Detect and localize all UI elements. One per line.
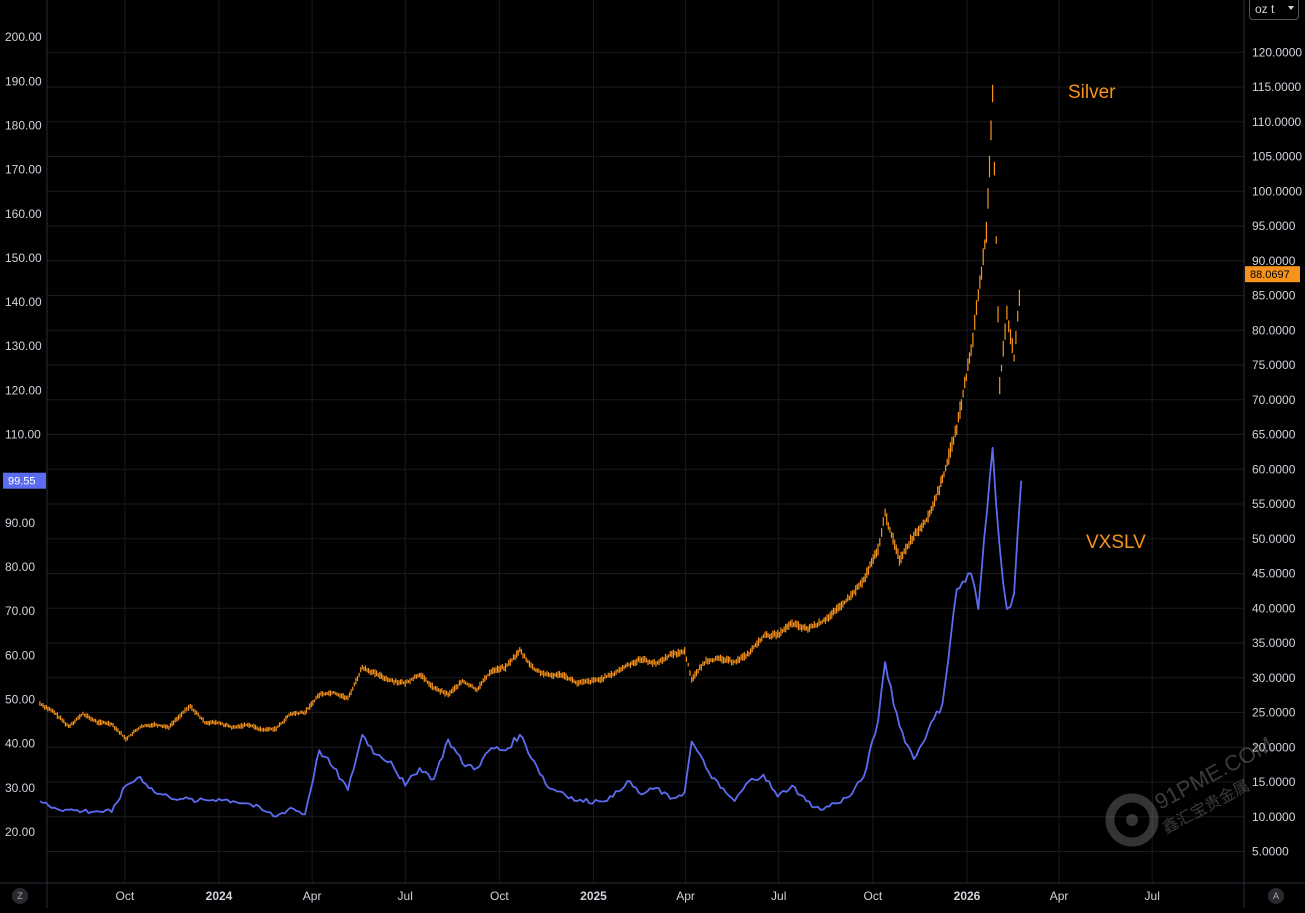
time-axis-tick-label: 2026 [954, 889, 981, 903]
time-axis-tick-label: Apr [303, 889, 322, 903]
time-axis-tick-label: Jul [771, 889, 786, 903]
left-axis-tick-label: 60.00 [5, 648, 35, 662]
time-axis-tick-label: Jul [1145, 889, 1160, 903]
silver-last-price-text: 88.0697 [1250, 269, 1290, 281]
left-axis-tick-label: 150.00 [5, 251, 42, 265]
vxslv-line [39, 446, 1023, 818]
silver-last-price-badge [1245, 266, 1300, 283]
right-axis-tick-label: 80.0000 [1252, 323, 1296, 337]
right-axis-tick-label: 115.0000 [1252, 80, 1301, 94]
right-axis-tick-label: 85.0000 [1252, 289, 1296, 303]
left-axis-tick-label: 140.00 [5, 295, 42, 309]
left-axis-tick-label: 110.00 [5, 428, 41, 442]
left-axis-tick-label: 180.00 [5, 118, 42, 132]
right-axis-tick-label: 5.0000 [1252, 845, 1289, 859]
silver-price-bars [39, 84, 1020, 742]
right-axis-tick-label: 35.0000 [1252, 636, 1296, 650]
time-axis[interactable]: Oct 2024 Apr Jul Oct 2025 Apr Jul Oct 2026 Apr Jul [116, 889, 1160, 903]
vxslv-label: VXSLV [1086, 532, 1146, 553]
left-axis-tick-label: 160.00 [5, 207, 42, 221]
left-axis-tick-label: 120.00 [5, 383, 42, 397]
silver-series [39, 84, 1020, 742]
vxslv-last-value-badge [3, 472, 46, 489]
right-axis-tick-label: 10.0000 [1252, 810, 1296, 824]
left-axis[interactable]: 20.00 30.00 40.00 50.00 60.00 70.00 80.00 90.00… [3, 30, 46, 839]
right-axis-tick-label: 30.0000 [1252, 671, 1296, 685]
zoom-toggle-button[interactable]: Z [12, 888, 28, 904]
time-axis-tick-label: Oct [490, 889, 509, 903]
right-axis-tick-label: 90.0000 [1252, 254, 1296, 268]
right-axis-tick-label: 95.0000 [1252, 219, 1296, 233]
right-axis-tick-label: 55.0000 [1252, 497, 1296, 511]
left-axis-tick-label: 130.00 [5, 339, 42, 353]
time-axis-tick-label: Apr [676, 889, 695, 903]
chevron-down-icon [1288, 6, 1294, 10]
right-axis-tick-label: 70.0000 [1252, 393, 1296, 407]
right-axis-tick-label: 45.0000 [1252, 567, 1296, 581]
time-axis-tick-label: 2025 [580, 889, 607, 903]
time-axis-tick-label: Oct [116, 889, 135, 903]
series-annotations: Silver VXSLV [1068, 82, 1146, 553]
right-axis-tick-label: 40.0000 [1252, 601, 1296, 615]
watermark: 91PME.COM 鑫汇宝贵金属 [1105, 732, 1277, 847]
time-axis-tick-label: Jul [398, 889, 413, 903]
vxslv-series [39, 446, 1023, 818]
right-axis-tick-label: 75.0000 [1252, 358, 1296, 372]
silver-label: Silver [1068, 82, 1116, 103]
right-axis-tick-label: 60.0000 [1252, 462, 1296, 476]
right-axis-tick-label: 110.0000 [1252, 115, 1301, 129]
right-axis-tick-label: 65.0000 [1252, 428, 1296, 442]
unit-label: oz t [1255, 2, 1275, 16]
vxslv-last-value-text: 99.55 [8, 476, 36, 488]
left-axis-tick-label: 70.00 [5, 604, 35, 618]
left-axis-tick-label: 50.00 [5, 693, 35, 707]
time-axis-tick-label: Oct [864, 889, 883, 903]
left-axis-tick-label: 90.00 [5, 516, 35, 530]
right-axis-tick-label: 120.0000 [1252, 45, 1302, 59]
time-axis-tick-label: 2024 [206, 889, 233, 903]
auto-scale-button[interactable]: A [1268, 888, 1284, 904]
right-axis-tick-label: 50.0000 [1252, 532, 1296, 546]
left-axis-tick-label: 20.00 [5, 825, 35, 839]
right-axis-tick-label: 20.0000 [1252, 740, 1296, 754]
time-axis-tick-label: Apr [1050, 889, 1069, 903]
left-axis-tick-label: 40.00 [5, 737, 35, 751]
watermark-logo-icon [1105, 793, 1159, 847]
price-unit-selector[interactable]: oz t [1249, 0, 1299, 20]
right-axis-tick-label: 15.0000 [1252, 775, 1296, 789]
right-axis-tick-label: 105.0000 [1252, 150, 1302, 164]
right-axis[interactable]: 5.0000 10.0000 15.0000 20.0000 25.0000 30.000… [1245, 45, 1302, 859]
right-axis-tick-label: 100.0000 [1252, 184, 1302, 198]
left-axis-tick-label: 30.00 [5, 781, 35, 795]
right-axis-tick-label: 25.0000 [1252, 706, 1296, 720]
left-axis-tick-label: 200.00 [5, 30, 42, 44]
left-axis-tick-label: 80.00 [5, 560, 35, 574]
left-axis-tick-label: 170.00 [5, 163, 42, 177]
left-axis-tick-label: 190.00 [5, 74, 42, 88]
